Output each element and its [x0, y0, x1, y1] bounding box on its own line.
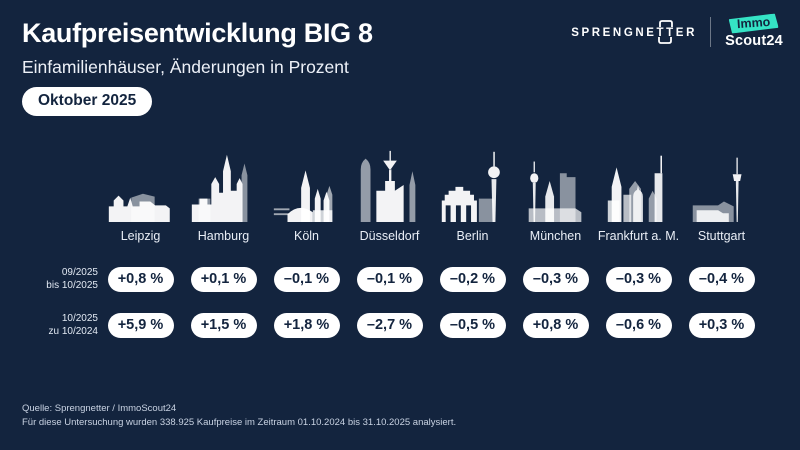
skyline-duesseldorf-icon: [360, 150, 415, 222]
value-pill-leipzig-mom: +0,8 %: [107, 266, 174, 292]
immo-badge: Immo: [729, 13, 779, 33]
scout24-label: Scout24: [725, 33, 783, 49]
row-year-over-year: 10/2025 zu 10/2024 +5,9 % +1,5 % +1,8 % …: [0, 311, 800, 339]
value-pill-hamburg-yoy: +1,5 %: [190, 312, 257, 338]
value-pill-frankfurt-mom: –0,3 %: [605, 266, 672, 292]
skyline-hamburg-icon: [191, 154, 247, 222]
city-column-stuttgart: Stuttgart: [680, 144, 763, 243]
date-badge: Oktober 2025: [22, 87, 153, 116]
page-subtitle: Einfamilienhäuser, Änderungen in Prozent: [22, 57, 349, 77]
row-month-over-month: 09/2025 bis 10/2025 +0,8 % +0,1 % –0,1 %…: [0, 265, 800, 293]
sprengnetter-logo-text: SPRENGNETTER: [571, 27, 697, 39]
value-pill-duesseldorf-mom: –0,1 %: [356, 266, 423, 292]
pill-row: +5,9 % +1,5 % +1,8 % –2,7 % –0,5 % +0,8 …: [99, 311, 763, 339]
page-title: Kaufpreisentwicklung BIG 8: [22, 18, 373, 48]
methodology-line: Für diese Untersuchung wurden 338.925 Ka…: [22, 417, 457, 429]
row-label-line2: zu 10/2024: [48, 326, 99, 337]
city-column-hamburg: Hamburg: [182, 144, 265, 243]
city-columns: Leipzig Hamburg Köln: [99, 144, 763, 243]
value-pill-berlin-yoy: –0,5 %: [439, 312, 506, 338]
value-pill-hamburg-mom: +0,1 %: [190, 266, 257, 292]
pill-row: +0,8 % +0,1 % –0,1 % –0,1 % –0,2 % –0,3 …: [99, 265, 763, 293]
skyline-koeln-icon: [273, 170, 332, 222]
value-pill-koeln-yoy: +1,8 %: [273, 312, 340, 338]
logo-divider: [710, 17, 711, 47]
row-label-year-over-year: 10/2025 zu 10/2024: [0, 312, 99, 338]
skyline-berlin-icon: [441, 151, 500, 222]
value-pill-muenchen-mom: –0,3 %: [522, 266, 589, 292]
value-pill-koeln-mom: –0,1 %: [273, 266, 340, 292]
city-label: Hamburg: [197, 229, 250, 243]
city-label: Stuttgart: [697, 229, 746, 243]
row-label-line1: 10/2025: [61, 313, 98, 324]
city-column-leipzig: Leipzig: [99, 144, 182, 243]
row-label-line1: 09/2025: [61, 267, 98, 278]
row-label-month-over-month: 09/2025 bis 10/2025: [0, 266, 98, 292]
sprengnetter-logo: SPRENGNETTER: [571, 20, 697, 44]
city-label: Düsseldorf: [359, 229, 420, 243]
sprengnetter-bracket-icon: [658, 20, 673, 44]
value-pill-stuttgart-mom: –0,4 %: [688, 266, 755, 292]
skyline-muenchen-icon: [528, 161, 581, 222]
value-pill-frankfurt-yoy: –0,6 %: [605, 312, 672, 338]
value-pill-stuttgart-yoy: +0,3 %: [688, 312, 755, 338]
city-label: Köln: [293, 229, 320, 243]
city-column-muenchen: München: [514, 144, 597, 243]
city-label: München: [529, 229, 582, 243]
value-pill-leipzig-yoy: +5,9 %: [107, 312, 174, 338]
immoscout24-logo: Immo Scout24: [724, 15, 784, 49]
row-label-line2: bis 10/2025: [46, 280, 98, 291]
city-column-koeln: Köln: [265, 144, 348, 243]
skyline-stuttgart-icon: [692, 157, 741, 222]
source-footer: Quelle: Sprengnetter / ImmoScout24 Für d…: [22, 402, 456, 431]
skyline-frankfurt-icon: [607, 155, 662, 222]
city-column-berlin: Berlin: [431, 144, 514, 243]
city-label: Frankfurt a. M.: [597, 229, 680, 243]
city-label: Leipzig: [120, 229, 161, 243]
logo-bar: SPRENGNETTER Immo Scout24: [571, 13, 784, 51]
city-column-duesseldorf: Düsseldorf: [348, 144, 431, 243]
source-line: Quelle: Sprengnetter / ImmoScout24: [22, 403, 177, 414]
city-column-frankfurt: Frankfurt a. M.: [597, 144, 680, 243]
city-label: Berlin: [456, 229, 489, 243]
value-pill-berlin-mom: –0,2 %: [439, 266, 506, 292]
value-pill-duesseldorf-yoy: –2,7 %: [356, 312, 423, 338]
skyline-leipzig-icon: [108, 193, 170, 222]
value-pill-muenchen-yoy: +0,8 %: [522, 312, 589, 338]
